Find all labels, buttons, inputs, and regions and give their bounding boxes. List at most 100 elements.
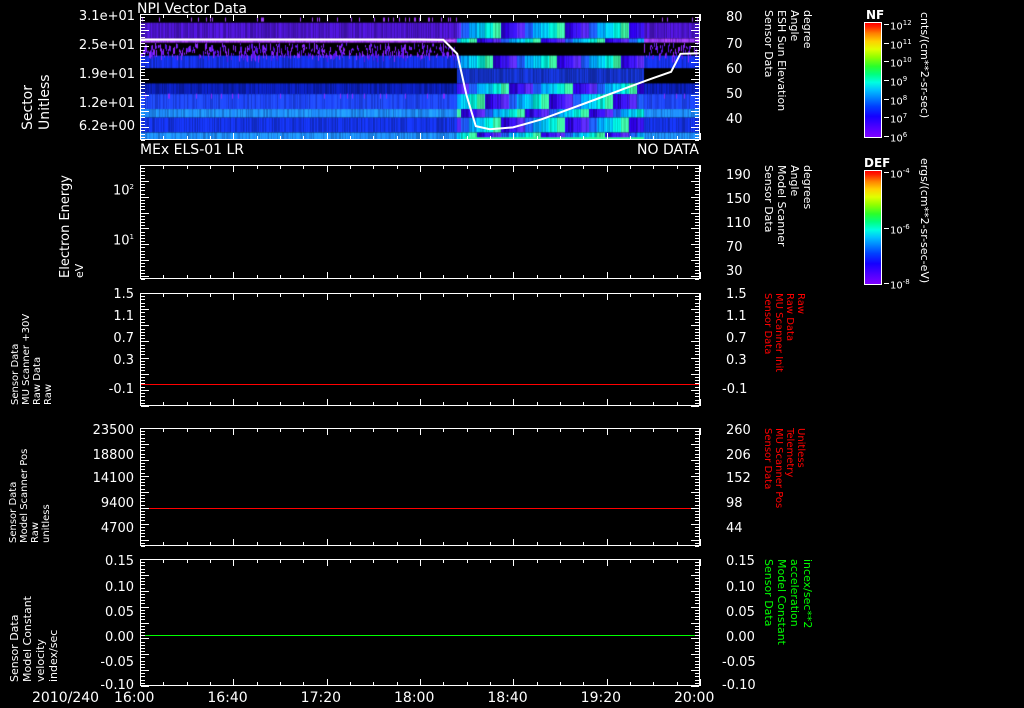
minor-tick	[141, 72, 145, 74]
minor-tick	[490, 14, 491, 18]
colorbar-nf-tick-1: 1011	[890, 37, 912, 51]
tick-scanpos-left-4: 4700	[100, 521, 134, 536]
minor-tick	[695, 56, 699, 57]
tick-electron-right-2: 110	[726, 216, 751, 231]
minor-tick	[490, 293, 491, 297]
minor-tick	[303, 293, 305, 297]
minor-tick	[606, 14, 608, 21]
minor-tick	[256, 542, 258, 546]
npi-spectrogram[interactable]	[140, 14, 700, 140]
minor-tick	[695, 305, 699, 307]
minor-tick	[695, 399, 699, 401]
model-constant-velocity-plot[interactable]	[140, 559, 700, 686]
tick-velocity-left-5: -0.10	[100, 678, 134, 693]
minor-tick	[513, 399, 515, 406]
minor-tick	[691, 670, 699, 672]
minor-tick	[695, 660, 699, 662]
minor-tick	[303, 136, 305, 140]
tick-npi-left-4: 6.2e+00	[78, 119, 135, 134]
minor-tick	[691, 428, 699, 429]
panel-velocity-right-label: Sensor Data Model Constant acceleration …	[762, 559, 814, 681]
colorbar-nf-tick-5: 107	[890, 112, 908, 126]
tick-velocity-left-1: 0.10	[105, 580, 134, 595]
minor-tick	[141, 514, 145, 516]
minor-tick	[513, 165, 515, 172]
model-scanner-pos-plot[interactable]	[140, 428, 700, 546]
minor-tick	[141, 325, 149, 327]
minor-tick	[186, 165, 188, 169]
minor-tick	[396, 165, 398, 169]
minor-tick	[695, 504, 699, 506]
xaxis-date: 2010/240	[32, 690, 100, 706]
minor-tick	[691, 507, 699, 509]
minor-tick	[141, 479, 145, 481]
minor-tick	[691, 590, 699, 592]
minor-tick	[630, 682, 631, 686]
minor-tick	[141, 120, 145, 122]
minor-tick	[676, 542, 678, 546]
minor-tick	[141, 360, 145, 362]
minor-tick	[210, 402, 211, 406]
minor-tick	[630, 402, 631, 406]
minor-tick	[700, 428, 701, 435]
minor-tick	[326, 559, 328, 566]
minor-tick	[466, 14, 468, 18]
minor-tick	[141, 606, 149, 608]
minor-tick	[326, 539, 328, 546]
minor-tick	[695, 383, 699, 385]
colorbar-def-tick-2: 10-8	[890, 278, 910, 292]
minor-tick	[350, 428, 351, 432]
mu-scanner-30v-plot[interactable]	[140, 293, 700, 406]
minor-tick	[141, 523, 149, 525]
minor-tick	[560, 14, 561, 18]
minor-tick	[141, 133, 145, 135]
minor-tick	[303, 402, 305, 406]
minor-tick	[256, 293, 258, 297]
minor-tick	[695, 679, 699, 681]
minor-tick	[141, 679, 145, 681]
minor-tick	[676, 682, 678, 686]
minor-tick	[210, 682, 211, 686]
minor-tick	[691, 212, 699, 214]
minor-tick	[695, 81, 699, 83]
electron-energy-plot[interactable]	[140, 165, 700, 279]
tick-npi-left-1: 2.5e+01	[78, 38, 135, 53]
minor-tick	[256, 682, 258, 686]
minor-tick	[583, 165, 585, 169]
tick-scanpos-right-4: 44	[726, 521, 743, 536]
minor-tick	[280, 275, 281, 279]
minor-tick	[141, 101, 145, 103]
scanpos-left-line-1: Model Scanner Pos	[19, 448, 30, 543]
panel-electron-left-label: Electron Energy eV	[58, 170, 86, 278]
tick-velocity-right-0: 0.15	[726, 554, 755, 569]
minor-tick	[396, 275, 398, 279]
minor-tick	[695, 315, 699, 317]
minor-tick	[695, 517, 699, 519]
electron-right-line-0: Sensor Data	[762, 165, 775, 233]
electron-right-line-1: Model Scanner	[775, 165, 788, 247]
mu30-left-line-2: Raw Data	[32, 356, 43, 405]
npi-right-line-1: ESH Sun Elevation	[775, 10, 788, 112]
tick-electron-right-1: 150	[726, 192, 751, 207]
minor-tick	[141, 328, 145, 330]
minor-tick	[443, 165, 445, 169]
minor-tick	[466, 165, 468, 169]
minor-tick	[466, 682, 468, 686]
minor-tick	[141, 581, 145, 583]
minor-tick	[695, 360, 699, 362]
minor-tick	[303, 542, 305, 546]
minor-tick	[141, 26, 145, 28]
minor-tick	[653, 14, 655, 18]
minor-tick	[186, 428, 188, 432]
minor-tick	[256, 402, 258, 406]
minor-tick	[560, 428, 561, 432]
colorbar-nf-tick-4: 108	[890, 93, 908, 107]
minor-tick	[583, 293, 585, 297]
minor-tick	[695, 479, 699, 481]
minor-tick	[141, 568, 145, 570]
minor-tick	[691, 110, 699, 112]
minor-tick	[691, 293, 699, 294]
minor-tick	[141, 428, 149, 429]
minor-tick	[141, 140, 145, 141]
minor-tick	[695, 434, 699, 436]
